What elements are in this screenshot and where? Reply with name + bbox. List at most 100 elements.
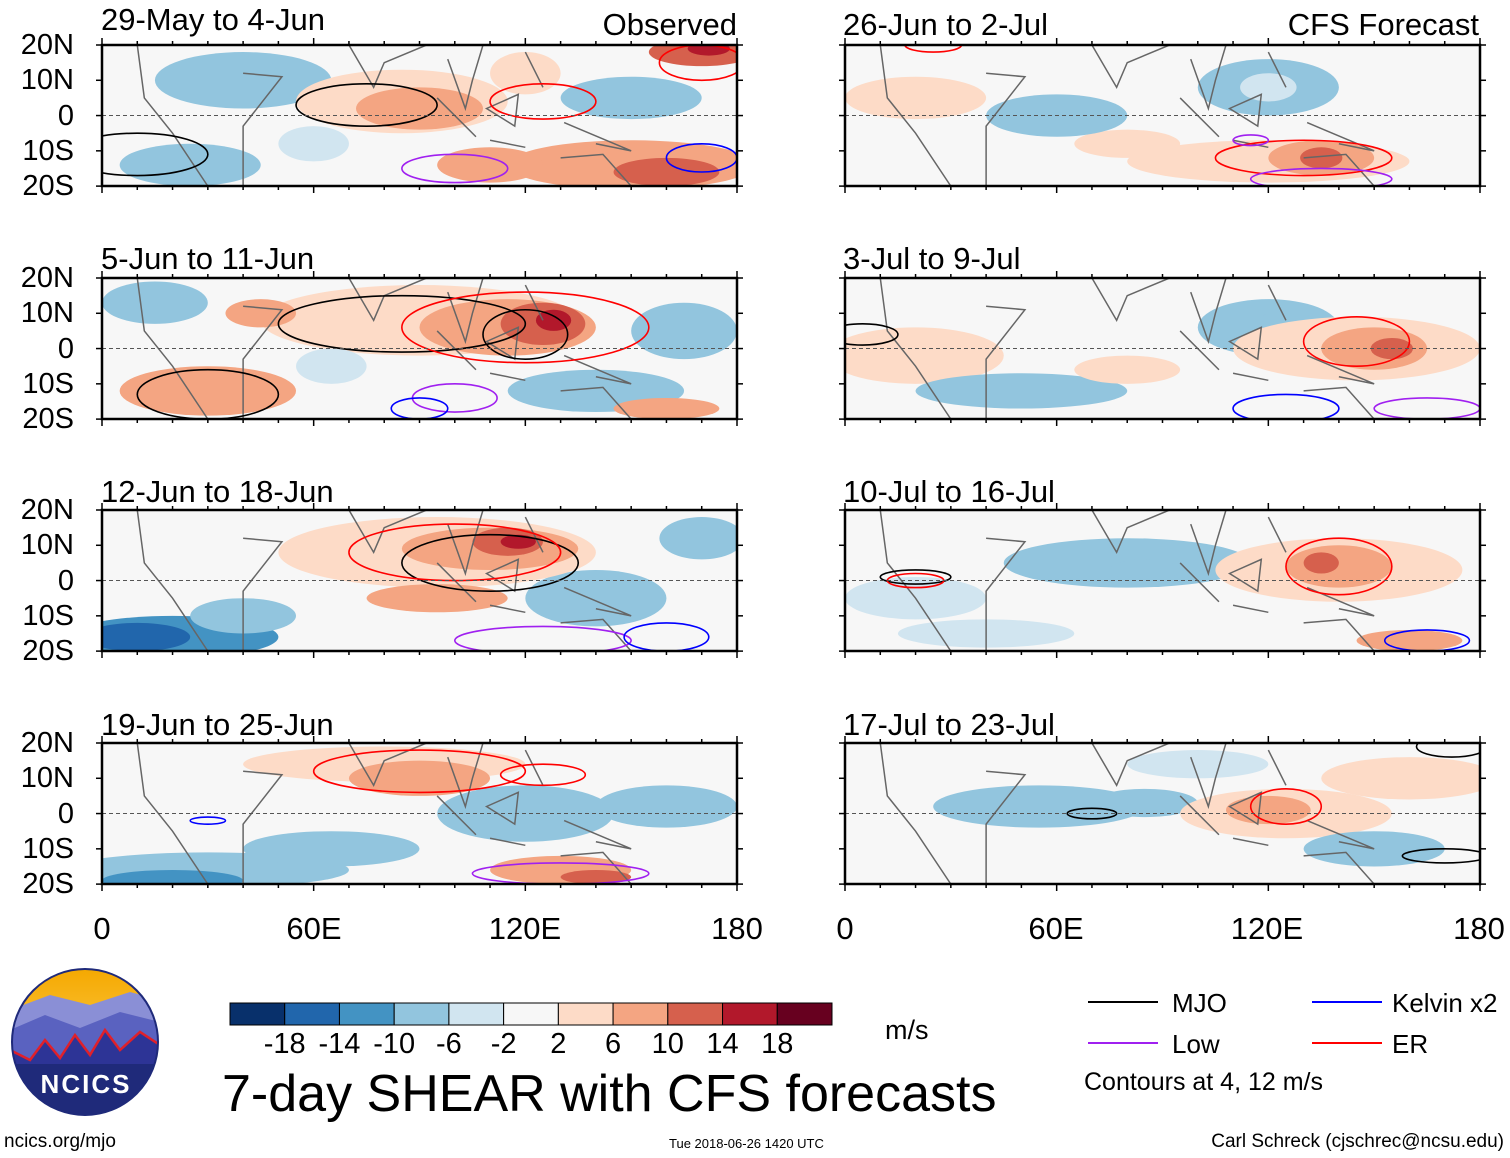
colorbar xyxy=(229,1002,833,1026)
colorbar-label: -14 xyxy=(318,1028,361,1060)
legend-mjo-label: MJO xyxy=(1172,988,1227,1018)
shear-anomaly-region xyxy=(933,785,1145,828)
shear-anomaly-region xyxy=(225,299,297,328)
shear-anomaly-region xyxy=(845,327,1004,384)
lon-label: 60E xyxy=(286,911,342,946)
colorbar-swatch xyxy=(229,1002,286,1026)
shear-anomaly-region xyxy=(490,52,561,95)
lat-label: 20S xyxy=(22,170,74,202)
lat-label: 10N xyxy=(20,64,74,97)
shear-anomaly-region xyxy=(154,52,332,109)
shear-anomaly-region xyxy=(525,569,667,627)
shear-anomaly-region xyxy=(535,309,572,331)
wave-contour xyxy=(658,45,737,82)
lat-label: 10N xyxy=(20,762,74,795)
panel-title: 29-May to 4-Jun xyxy=(101,2,325,37)
panel-title: 17-Jul to 23-Jul xyxy=(843,707,1055,742)
colorbar-swatch xyxy=(612,1002,669,1026)
colorbar-swatch xyxy=(557,1002,614,1026)
wave-contour xyxy=(390,397,449,419)
colorbar-label: 10 xyxy=(651,1028,684,1060)
colorbar-swatch xyxy=(284,1002,340,1026)
shear-anomaly-region xyxy=(278,126,349,162)
shear-anomaly-region xyxy=(1226,795,1311,825)
lat-label: 10S xyxy=(22,599,74,632)
shear-anomaly-region xyxy=(243,831,420,867)
wave-contour xyxy=(1415,743,1480,758)
observed-label: Observed xyxy=(602,7,737,42)
lat-label: 20S xyxy=(22,635,74,667)
lon-label: 120E xyxy=(1230,911,1304,946)
colorbar-swatch xyxy=(503,1002,559,1026)
shear-anomaly-region xyxy=(1356,629,1463,651)
wave-contour xyxy=(401,153,509,184)
shear-anomaly-region xyxy=(102,281,208,324)
colorbar-label: -10 xyxy=(373,1028,416,1060)
panel-title: 5-Jun to 11-Jun xyxy=(101,241,315,276)
panel-title: 3-Jul to 9-Jul xyxy=(843,241,1021,276)
lat-label: 10S xyxy=(22,134,74,167)
ncics-logo: NCICS xyxy=(11,968,159,1116)
shear-anomaly-region xyxy=(1303,552,1339,574)
lon-label: 60E xyxy=(1028,911,1084,946)
wave-contour xyxy=(499,763,587,787)
lat-label: 20N xyxy=(20,727,74,759)
legend-kelvin-label: Kelvin x2 xyxy=(1392,988,1498,1018)
panel-title: 26-Jun to 2-Jul xyxy=(843,7,1049,42)
lat-label: 0 xyxy=(57,797,74,830)
lat-label: 20N xyxy=(20,29,74,61)
wave-contour xyxy=(277,294,527,353)
wave-contour xyxy=(1373,397,1480,419)
wave-contour xyxy=(1302,316,1411,367)
shear-shading xyxy=(845,510,1471,651)
lon-label: 180 xyxy=(711,911,763,946)
shear-anomaly-region xyxy=(1240,73,1297,102)
wave-contour xyxy=(623,622,710,651)
wave-contour xyxy=(489,83,597,120)
lat-label: 0 xyxy=(57,332,74,365)
shear-anomaly-region xyxy=(613,397,720,419)
colorbar-units: m/s xyxy=(885,1015,929,1045)
colorbar-label: 14 xyxy=(706,1028,739,1060)
colorbar-label: 6 xyxy=(605,1028,622,1060)
colorbar-swatch xyxy=(393,1002,450,1026)
lat-label: 0 xyxy=(57,564,74,597)
lat-label: 20S xyxy=(22,403,74,435)
lat-label: 10S xyxy=(22,832,74,865)
colorbar-label: 18 xyxy=(761,1028,794,1060)
shear-anomaly-region xyxy=(102,870,244,884)
source-link[interactable]: ncics.org/mjo xyxy=(4,1131,116,1152)
shear-anomaly-region xyxy=(560,870,632,884)
wave-contour xyxy=(401,533,580,592)
shear-anomaly-region xyxy=(1321,757,1480,800)
logo-text: NCICS xyxy=(41,1069,132,1099)
shear-anomaly-region xyxy=(1074,129,1181,158)
wave-contour xyxy=(1401,848,1480,864)
shear-anomaly-region xyxy=(356,87,483,130)
shear-shading xyxy=(879,743,1480,884)
map-panel xyxy=(96,736,743,891)
panel-title: 19-Jun to 25-Jun xyxy=(101,707,334,742)
shear-anomaly-region xyxy=(296,348,367,384)
wave-contour xyxy=(471,862,650,884)
lon-label: 180 xyxy=(1453,911,1505,946)
map-panel xyxy=(96,38,743,193)
shear-shading xyxy=(102,510,737,651)
lat-label: 20N xyxy=(20,494,74,526)
shear-anomaly-region xyxy=(631,302,737,360)
wave-contour xyxy=(1232,393,1340,419)
colorbar-label: -18 xyxy=(263,1028,306,1060)
shear-anomaly-region xyxy=(595,785,737,828)
wave-contour xyxy=(401,291,650,364)
wave-contour xyxy=(312,749,527,794)
shear-anomaly-region xyxy=(1091,788,1198,818)
contour-note: Contours at 4, 12 m/s xyxy=(1084,1068,1324,1096)
shear-anomaly-region xyxy=(560,76,702,120)
shear-anomaly-region xyxy=(845,76,987,120)
wave-contour xyxy=(879,569,952,585)
shear-anomaly-region xyxy=(437,147,543,183)
colorbar-swatch xyxy=(667,1002,724,1026)
lat-label: 10N xyxy=(20,297,74,330)
wave-contour xyxy=(102,132,209,177)
